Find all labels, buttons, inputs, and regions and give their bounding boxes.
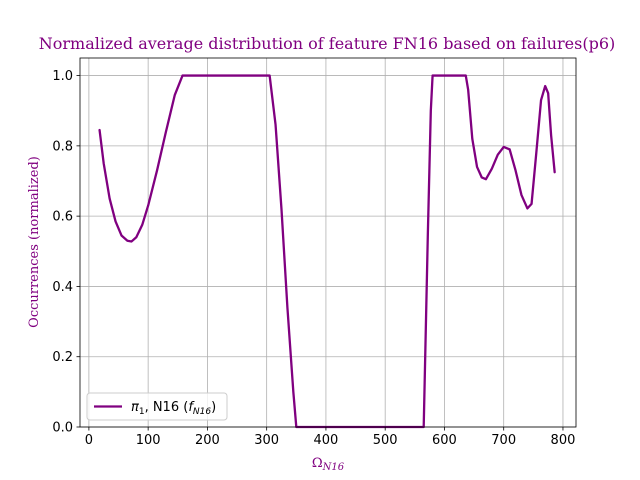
chart-title: Normalized average distribution of featu… xyxy=(39,34,615,53)
x-tick-label: 700 xyxy=(491,433,516,448)
y-tick-label: 0.6 xyxy=(52,210,73,225)
legend-mid: , N16 ( xyxy=(145,400,189,415)
legend-f: f xyxy=(188,400,195,415)
x-axis-label-main: Ω xyxy=(312,456,323,471)
y-tick-label: 0.8 xyxy=(52,139,73,154)
y-axis-label: Occurrences (normalized) xyxy=(27,156,42,328)
legend-close: ) xyxy=(211,400,216,415)
y-tick-label: 0.2 xyxy=(52,350,73,365)
legend-f-sub: N16 xyxy=(193,407,211,417)
legend-label: π1, N16 (fN16) xyxy=(131,400,216,417)
y-tick-label: 0.0 xyxy=(52,421,73,436)
x-tick-label: 600 xyxy=(432,433,457,448)
y-tick-label: 0.4 xyxy=(52,280,73,295)
x-tick-label: 800 xyxy=(551,433,576,448)
legend-box xyxy=(86,392,228,421)
ticks: 0 100 200 300 400 500 600 700 800 0.0 0.2 0.4 0.6 0.8… xyxy=(52,69,575,448)
x-tick-label: 100 xyxy=(136,433,161,448)
x-tick-label: 300 xyxy=(254,433,279,448)
x-tick-label: 500 xyxy=(373,433,398,448)
y-tick-label: 1.0 xyxy=(52,69,73,84)
plot-area-frame xyxy=(79,57,577,428)
x-axis-label-sub: N16 xyxy=(322,462,345,473)
x-tick-label: 400 xyxy=(314,433,339,448)
x-axis-label: ΩN16 xyxy=(312,456,345,473)
legend-pi: π xyxy=(131,400,139,415)
x-tick-label: 200 xyxy=(195,433,220,448)
legend-pi-sub: 1 xyxy=(139,407,145,417)
legend: π1, N16 (fN16) xyxy=(86,392,228,421)
x-tick-label: 0 xyxy=(85,433,93,448)
